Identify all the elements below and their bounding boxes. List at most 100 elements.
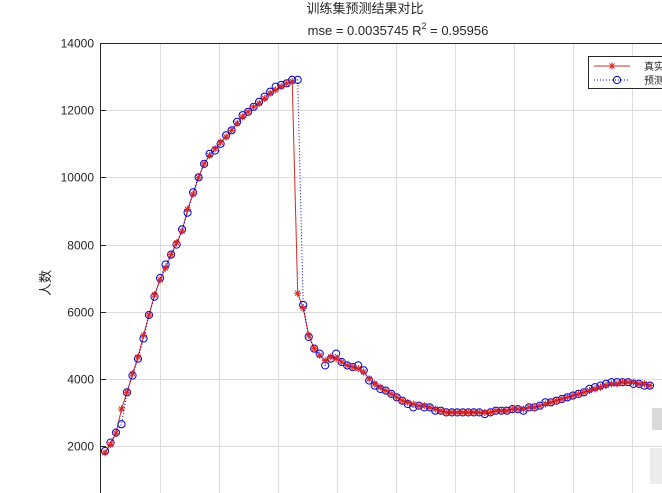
actual-point xyxy=(409,400,417,408)
series-lines xyxy=(104,79,651,453)
right-edge-artifacts xyxy=(650,408,662,484)
actual-point xyxy=(277,83,285,91)
asterisk-stroke xyxy=(316,352,323,359)
y-tick-label: 14000 xyxy=(61,37,95,51)
asterisk-stroke xyxy=(388,391,395,397)
asterisk-stroke xyxy=(619,379,626,386)
legend: 真实值 预测值 xyxy=(588,56,662,89)
asterisk-stroke xyxy=(333,355,340,362)
asterisk-stroke xyxy=(267,90,274,97)
y-tick-label: 4000 xyxy=(67,373,94,387)
asterisk-stroke xyxy=(245,108,252,115)
actual-point xyxy=(189,190,197,198)
actual-point xyxy=(486,408,494,417)
y-tick-label: 2000 xyxy=(67,440,94,454)
actual-point xyxy=(426,403,434,411)
actual-point xyxy=(321,356,329,364)
asterisk-stroke xyxy=(327,354,334,360)
actual-point xyxy=(563,393,572,401)
chart-subtitle: mse = 0.0035745 R2 = 0.95956 xyxy=(308,21,489,38)
asterisk-stroke xyxy=(614,380,620,387)
y-tick-label: 8000 xyxy=(67,239,94,253)
actual-point xyxy=(382,386,390,395)
asterisk-stroke xyxy=(526,404,532,411)
actual-point xyxy=(139,331,148,339)
asterisk-stroke xyxy=(162,265,169,271)
actual-point xyxy=(261,94,269,103)
asterisk-stroke xyxy=(581,389,587,396)
actual-point xyxy=(266,89,274,97)
asterisk-stroke xyxy=(179,228,185,234)
actual-point xyxy=(150,291,159,299)
asterisk-stroke xyxy=(300,305,307,312)
asterisk-stroke xyxy=(366,375,373,382)
asterisk-stroke xyxy=(498,407,505,414)
asterisk-stroke xyxy=(283,80,290,87)
legend-marker-actual xyxy=(608,62,616,70)
legend-label-actual: 真实值 xyxy=(644,60,662,73)
asterisk-stroke xyxy=(239,114,246,120)
series-markers xyxy=(100,75,655,457)
actual-point xyxy=(228,126,236,134)
actual-point xyxy=(371,380,379,388)
actual-point xyxy=(404,398,412,406)
actual-point xyxy=(607,380,616,388)
edge-artifact-upper xyxy=(652,408,662,430)
asterisk-stroke xyxy=(289,78,296,85)
y-tick-label: 10000 xyxy=(61,171,95,185)
actual-point xyxy=(558,395,566,403)
asterisk-stroke xyxy=(399,397,406,404)
asterisk-stroke xyxy=(515,406,521,412)
asterisk-stroke xyxy=(421,402,428,409)
actual-point xyxy=(569,392,577,400)
asterisk-stroke xyxy=(564,394,571,401)
asterisk-stroke xyxy=(586,387,593,394)
asterisk-stroke xyxy=(432,406,439,412)
actual-point xyxy=(222,133,230,141)
asterisk-stroke xyxy=(487,409,494,416)
asterisk-stroke xyxy=(465,409,472,416)
asterisk-stroke xyxy=(124,389,130,396)
actual-point xyxy=(305,331,313,339)
actual-point xyxy=(437,407,445,415)
actual-point xyxy=(327,353,335,361)
actual-point xyxy=(101,449,109,457)
legend-box xyxy=(588,56,662,89)
chart-title: 训练集预测结果对比 xyxy=(306,1,423,17)
asterisk-stroke xyxy=(625,379,631,386)
actual-point xyxy=(640,380,649,388)
actual-point xyxy=(255,99,263,108)
asterisk-stroke xyxy=(492,407,499,414)
asterisk-stroke xyxy=(157,276,163,283)
actual-point xyxy=(239,113,247,121)
actual-point xyxy=(338,358,346,366)
asterisk-stroke xyxy=(443,409,450,416)
asterisk-stroke xyxy=(559,396,565,402)
asterisk-stroke xyxy=(184,206,191,213)
actual-point xyxy=(596,383,605,391)
actual-point xyxy=(272,86,280,94)
actual-point xyxy=(112,429,120,437)
asterisk-stroke xyxy=(272,87,279,93)
actual-point xyxy=(536,402,544,410)
actual-point xyxy=(178,227,186,235)
asterisk-stroke xyxy=(415,402,422,409)
asterisk-stroke xyxy=(609,63,615,69)
asterisk-stroke xyxy=(548,399,554,406)
asterisk-stroke xyxy=(212,145,218,152)
asterisk-stroke xyxy=(344,362,351,369)
actual-point xyxy=(387,390,395,398)
x-gridlines xyxy=(160,44,633,493)
actual-point xyxy=(283,79,291,87)
asterisk-stroke xyxy=(542,401,549,407)
actual-point xyxy=(574,390,583,398)
actual-point xyxy=(167,250,175,259)
actual-point xyxy=(360,368,368,376)
asterisk-stroke xyxy=(437,407,444,414)
actual-point xyxy=(310,345,318,353)
y-axis-ticks: 2000 4000 6000 8000 10000 12000 14000 xyxy=(61,37,106,454)
actual-point xyxy=(415,402,423,410)
actual-point xyxy=(161,264,170,272)
actual-point xyxy=(591,385,599,393)
